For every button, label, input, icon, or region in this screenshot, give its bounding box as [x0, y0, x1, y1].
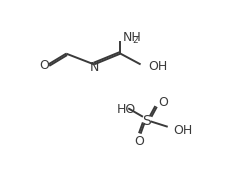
Text: OH: OH: [172, 124, 191, 137]
Text: OH: OH: [148, 60, 167, 73]
Text: NH: NH: [122, 31, 141, 44]
Text: O: O: [134, 135, 143, 148]
Text: N: N: [90, 61, 99, 74]
Text: O: O: [39, 59, 49, 72]
Text: 2: 2: [132, 36, 138, 45]
Text: O: O: [158, 96, 167, 109]
Text: S: S: [142, 114, 151, 128]
Text: HO: HO: [116, 103, 135, 116]
